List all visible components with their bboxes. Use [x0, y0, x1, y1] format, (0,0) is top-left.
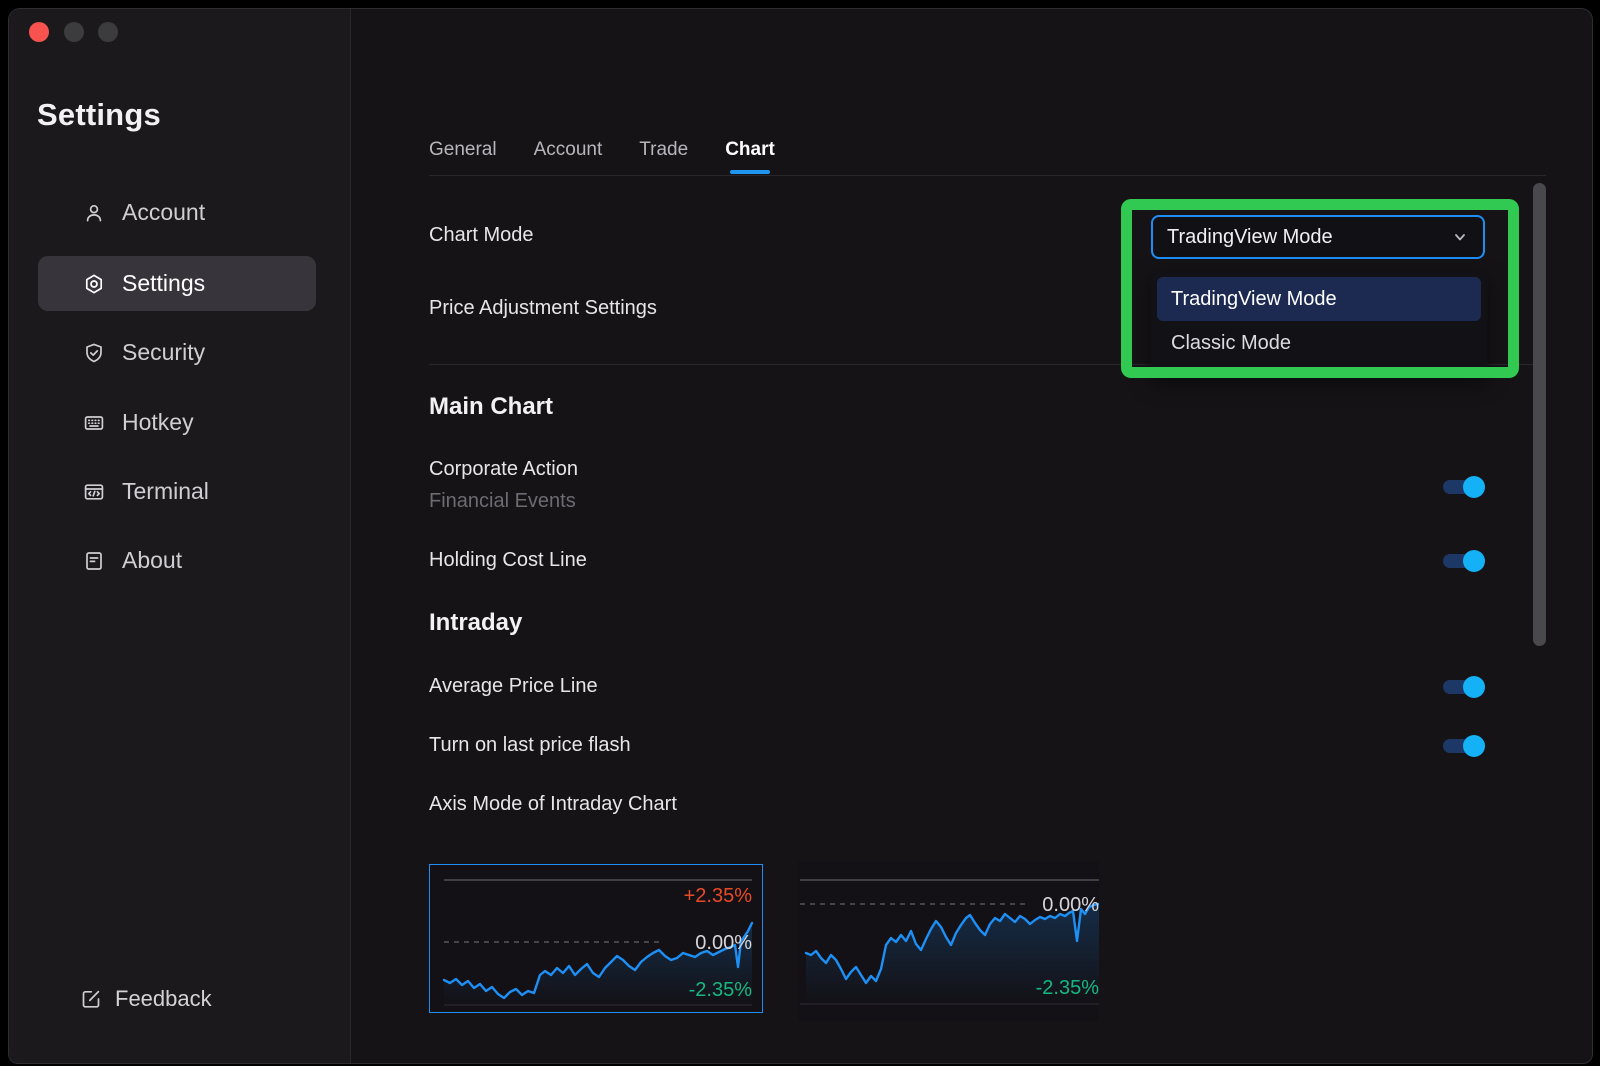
gear-icon — [83, 273, 105, 295]
chevron-down-icon — [1451, 228, 1469, 246]
pct-label-down: -2.35% — [1036, 977, 1099, 999]
axis-mode-option-zero-top[interactable]: 0.00% -2.35% — [798, 861, 1099, 1021]
settings-tabs: General Account Trade Chart — [429, 139, 775, 174]
toggle-knob — [1463, 476, 1485, 498]
chart-mode-dropdown-panel: TradingView Mode Classic Mode — [1151, 271, 1487, 375]
corporate-action-label: Corporate Action — [429, 457, 578, 481]
shield-icon — [83, 342, 105, 364]
holding-cost-line-label: Holding Cost Line — [429, 548, 587, 572]
toggle-knob — [1463, 550, 1485, 572]
dropdown-option-tradingview[interactable]: TradingView Mode — [1157, 277, 1481, 321]
sidebar-item-label: Settings — [122, 270, 205, 297]
tab-trade[interactable]: Trade — [639, 139, 688, 174]
scrollbar-thumb[interactable] — [1533, 183, 1546, 646]
sidebar-divider — [350, 9, 351, 1063]
chart-mode-select-value: TradingView Mode — [1167, 226, 1333, 249]
sidebar-item-label: About — [122, 547, 182, 574]
sidebar-item-label: Account — [122, 199, 205, 226]
sidebar-item-account[interactable]: Account — [38, 185, 316, 240]
dropdown-option-classic[interactable]: Classic Mode — [1157, 321, 1481, 365]
close-window-button[interactable] — [29, 22, 49, 42]
tab-chart[interactable]: Chart — [725, 139, 775, 174]
toggle-knob — [1463, 735, 1485, 757]
sidebar-item-label: Security — [122, 339, 205, 366]
tabs-divider — [429, 175, 1546, 176]
pct-label-zero: 0.00% — [695, 932, 752, 954]
price-adjustment-label: Price Adjustment Settings — [429, 296, 657, 320]
toggle-knob — [1463, 676, 1485, 698]
tab-general[interactable]: General — [429, 139, 497, 174]
intraday-heading: Intraday — [429, 609, 522, 637]
toggle-holding-cost-line[interactable] — [1443, 550, 1485, 572]
toggle-average-price-line[interactable] — [1443, 676, 1485, 698]
tab-account[interactable]: Account — [534, 139, 603, 174]
financial-events-sublabel: Financial Events — [429, 489, 576, 513]
feedback-edit-icon — [79, 987, 103, 1011]
sidebar-item-label: Terminal — [122, 478, 209, 505]
average-price-line-label: Average Price Line — [429, 674, 598, 698]
intraday-preview-chart-1: +2.35% 0.00% -2.35% — [430, 865, 762, 1012]
toggle-corporate-action[interactable] — [1443, 476, 1485, 498]
settings-window: Settings Account Settings Security Hotke… — [8, 8, 1593, 1064]
sidebar-title: Settings — [37, 97, 161, 133]
toggle-last-price-flash[interactable] — [1443, 735, 1485, 757]
sidebar-item-hotkey[interactable]: Hotkey — [38, 395, 316, 450]
keyboard-icon — [83, 412, 105, 434]
axis-mode-label: Axis Mode of Intraday Chart — [429, 792, 677, 816]
terminal-icon — [83, 481, 105, 503]
main-chart-heading: Main Chart — [429, 393, 553, 421]
sidebar-item-label: Hotkey — [122, 409, 194, 436]
sidebar-item-security[interactable]: Security — [38, 325, 316, 380]
pct-label-up: +2.35% — [684, 885, 753, 907]
feedback-label: Feedback — [115, 986, 212, 1012]
sidebar-item-terminal[interactable]: Terminal — [38, 464, 316, 519]
pct-label-down: -2.35% — [689, 979, 753, 1001]
intraday-preview-chart-2: 0.00% -2.35% — [798, 861, 1099, 1021]
pct-label-zero: 0.00% — [1042, 894, 1099, 916]
zoom-window-button[interactable] — [98, 22, 118, 42]
sidebar-item-about[interactable]: About — [38, 533, 316, 588]
chart-mode-label: Chart Mode — [429, 223, 534, 247]
feedback-button[interactable]: Feedback — [79, 986, 212, 1012]
sidebar-item-settings[interactable]: Settings — [38, 256, 316, 311]
minimize-window-button[interactable] — [64, 22, 84, 42]
document-icon — [83, 550, 105, 572]
last-price-flash-label: Turn on last price flash — [429, 733, 631, 757]
axis-mode-option-centered-zero[interactable]: +2.35% 0.00% -2.35% — [430, 865, 762, 1012]
chart-mode-select[interactable]: TradingView Mode — [1151, 215, 1485, 259]
user-icon — [83, 202, 105, 224]
